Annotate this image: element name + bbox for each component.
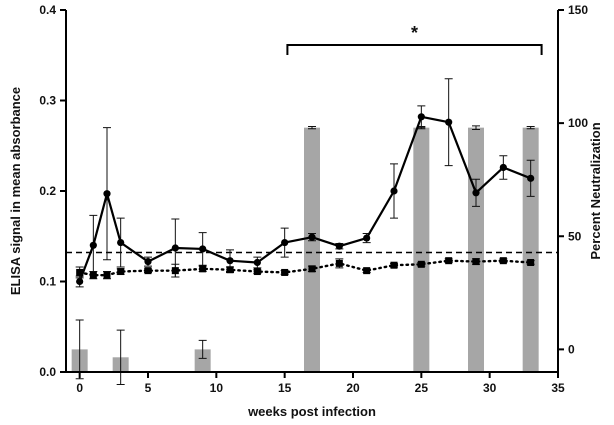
neutralization-bar-error — [116, 329, 125, 385]
annotation-layer: * — [286, 23, 543, 55]
elisa-point — [281, 238, 289, 247]
elisa-point — [171, 244, 179, 252]
control-point — [472, 258, 480, 266]
control-point — [281, 268, 289, 276]
control-point — [390, 261, 398, 269]
neutralization-bar-error — [308, 126, 316, 130]
elisa-point — [417, 113, 425, 121]
x-tick-label: 15 — [278, 381, 292, 395]
x-tick-label: 10 — [210, 381, 224, 395]
control-point — [89, 271, 97, 279]
lines-layer — [75, 78, 535, 288]
y-right-tick-label: 100 — [568, 116, 588, 130]
x-axis-label: weeks post infection — [247, 404, 376, 419]
elisa-point — [527, 174, 535, 182]
control-point — [308, 265, 316, 273]
elisa-point — [472, 189, 480, 197]
y-left-tick-label: 0.3 — [39, 94, 56, 108]
x-tick-label: 35 — [551, 381, 565, 395]
elisa-point — [335, 242, 343, 250]
y-right-tick-label: 150 — [568, 3, 588, 17]
control-point — [76, 268, 84, 276]
neutralization-bar — [522, 127, 539, 373]
neutralization-bar — [304, 127, 320, 373]
x-tick-label: 20 — [346, 381, 360, 395]
control-point — [445, 257, 453, 265]
significance-star: * — [411, 23, 418, 43]
y-right-tick-label: 0 — [568, 342, 575, 356]
elisa-point — [144, 257, 152, 266]
control-point — [144, 267, 152, 275]
y-left-tick-label: 0.0 — [39, 365, 56, 379]
y-left-tick-label: 0.1 — [39, 275, 56, 289]
y-axis-left-label: ELISA signal in mean absorbance — [8, 87, 23, 295]
control-point — [117, 268, 125, 276]
control-point — [226, 266, 234, 274]
neutralization-bar — [468, 127, 484, 373]
elisa-point — [445, 118, 453, 126]
elisa-point — [499, 163, 507, 172]
elisa-point — [363, 234, 371, 242]
y-left-tick-label: 0.2 — [39, 184, 56, 198]
control-point — [499, 257, 507, 265]
elisa-point — [226, 257, 234, 265]
y-left-tick-label: 0.4 — [39, 3, 56, 17]
y-axis-right-label: Percent Neutralization — [588, 122, 603, 259]
x-tick-label: 5 — [145, 381, 152, 395]
neutralization-bar — [413, 127, 430, 373]
control-point — [199, 265, 207, 273]
neutralization-bar — [194, 349, 211, 372]
control-point — [527, 258, 535, 266]
bars-layer — [71, 125, 539, 385]
elisa-point — [117, 238, 125, 247]
axes-layer: 0 5 10 15 20 25 30 35 0.0 0.1 0.2 0.3 0.4 0 50 100 150 — [39, 3, 588, 395]
control-point — [103, 271, 111, 279]
elisa-point — [308, 233, 316, 241]
x-tick-label: 25 — [415, 381, 429, 395]
neutralization-bar-error — [198, 339, 207, 359]
neutralization-bar-error — [526, 126, 535, 130]
significance-bracket — [286, 44, 543, 55]
elisa-point — [103, 190, 111, 198]
control-point — [363, 267, 371, 275]
x-tick-label: 0 — [76, 381, 83, 395]
elisa-point — [253, 258, 261, 267]
x-tick-label: 30 — [483, 381, 497, 395]
elisa-point — [76, 277, 84, 286]
control-point — [171, 267, 179, 275]
elisa-point — [199, 245, 207, 253]
elisa-point — [390, 187, 398, 195]
elisa-point — [89, 241, 97, 249]
neutralization-bar-error — [75, 319, 84, 380]
y-right-tick-label: 50 — [568, 229, 582, 243]
control-point — [335, 259, 343, 267]
neutralization-bar-error — [472, 125, 480, 130]
control-point — [253, 268, 261, 276]
control-point — [417, 260, 425, 268]
